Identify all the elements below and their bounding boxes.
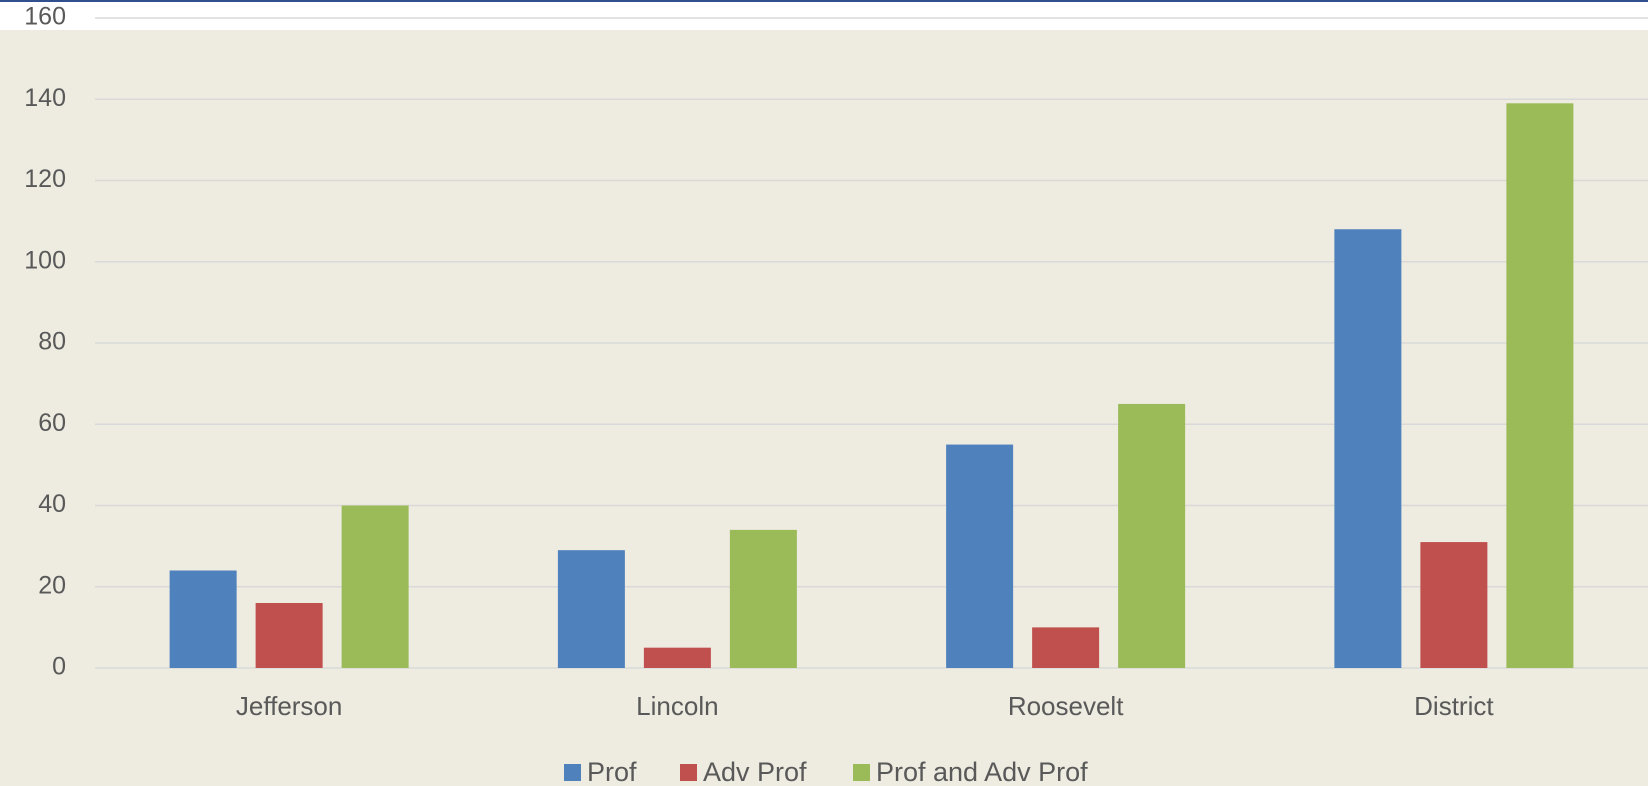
x-tick-label: Roosevelt: [1008, 691, 1124, 721]
x-tick-label: District: [1414, 691, 1494, 721]
bar: [643, 647, 711, 668]
bar: [729, 529, 797, 668]
legend-label: Adv Prof: [703, 757, 807, 786]
y-tick-label: 160: [24, 3, 66, 31]
y-tick-label: 20: [38, 571, 66, 599]
y-tick-label: 80: [38, 328, 66, 356]
bar: [1334, 229, 1402, 668]
y-tick-label: 120: [24, 165, 66, 193]
legend-swatch: [853, 764, 870, 781]
y-tick-label: 140: [24, 84, 66, 112]
bar: [169, 570, 237, 668]
y-tick-label: 40: [38, 490, 66, 518]
bar: [946, 444, 1014, 668]
y-tick-label: 0: [52, 653, 66, 681]
bar: [557, 550, 625, 668]
top-border: [0, 0, 1648, 2]
x-tick-label: Jefferson: [236, 691, 342, 721]
bar: [1420, 542, 1488, 668]
y-tick-label: 100: [24, 246, 66, 274]
top-strip: [0, 0, 1648, 30]
bar: [1506, 103, 1574, 668]
legend-label: Prof and Adv Prof: [876, 757, 1088, 786]
bar: [341, 505, 409, 668]
bar: [1032, 627, 1100, 668]
legend-swatch: [564, 764, 581, 781]
legend-swatch: [680, 764, 697, 781]
bar: [255, 603, 323, 668]
bar: [1118, 403, 1186, 668]
y-tick-label: 60: [38, 409, 66, 437]
x-tick-label: Lincoln: [636, 691, 718, 721]
legend-label: Prof: [587, 757, 637, 786]
